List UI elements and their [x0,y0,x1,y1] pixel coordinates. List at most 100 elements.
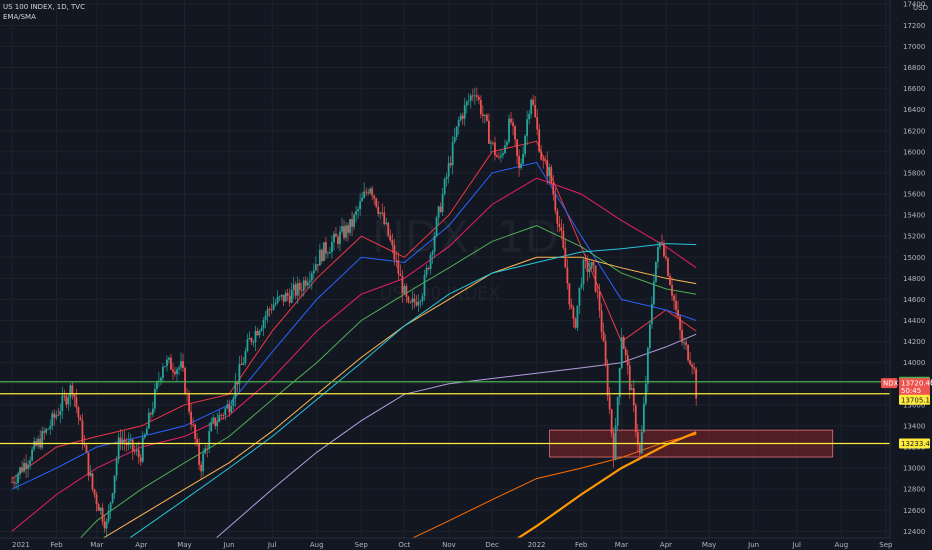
candle-down [268,309,271,310]
candle-down [606,364,609,396]
candle-up [630,388,633,391]
indicator-label[interactable]: EMA/SMA [3,13,36,21]
candle-up [69,385,72,398]
candle-up [443,179,446,194]
candle-up [284,293,287,302]
candle-down [87,452,90,476]
candle-up [218,414,221,422]
candle-down [397,260,400,274]
candle-down [552,183,555,195]
candle-down [510,118,512,123]
candle-down [574,319,577,328]
candle-down [95,494,98,505]
candle-up [105,521,108,529]
candle-down [75,397,78,408]
candle-up [447,163,450,177]
candle-up [590,261,593,270]
candle-up [421,296,424,302]
candle-up [246,339,249,352]
candle-down [685,342,687,346]
candle-up [296,283,299,296]
candle-down [387,222,390,236]
candle-up [451,141,454,166]
candle-up [33,441,36,450]
candle-up [166,359,168,367]
candle-up [329,252,331,254]
candle-up [226,404,229,409]
candle-down [91,473,94,490]
candle-down [663,243,665,257]
candle-up [99,507,102,511]
candle-up [204,448,207,454]
candle-down [294,284,297,296]
candle-down [393,245,396,260]
candle-up [41,431,44,448]
price-axis-panel [890,0,932,550]
candle-up [55,414,58,418]
candle-down [498,156,500,158]
candle-up [467,100,470,102]
candle-down [538,129,541,152]
watermark-name: US 100 INDEX [380,284,500,304]
candle-down [25,463,27,469]
candle-down [149,413,152,415]
price-tick-label: 14200 [903,338,925,346]
candle-down [137,450,140,458]
price-tick-label: 15600 [903,191,925,199]
candle-down [184,368,186,394]
candle-up [37,438,40,446]
candle-up [113,475,116,494]
price-tick-label: 15800 [903,169,925,177]
candle-up [683,342,685,344]
candle-down [391,240,394,246]
candle-down [131,439,134,452]
candle-up [143,434,146,438]
candle-up [254,330,257,343]
candle-up [578,287,581,306]
last-price-tag: 13720.46 [901,380,932,388]
candle-up [659,242,661,248]
candle-up [115,459,118,476]
price-tick-label: 14800 [903,275,925,283]
lower-level-tag: 13233.49 [901,440,932,448]
candle-down [172,369,174,372]
candle-up [345,225,347,238]
candle-down [512,122,514,127]
candle-down [73,394,76,398]
candle-up [306,282,309,286]
candle-up [469,95,472,101]
candle-down [695,368,698,399]
price-tick-label: 17000 [903,43,925,51]
candle-up [15,483,17,484]
candle-down [572,307,575,320]
candle-up [176,369,178,375]
candle-up [276,296,279,303]
candle-up [353,214,355,227]
candle-down [192,424,194,426]
candle-down [409,301,412,303]
candle-down [427,267,430,270]
candle-down [516,139,518,156]
candle-down [139,457,142,462]
candle-up [302,280,305,291]
time-tick-label: Aug [834,541,848,549]
candle-up [522,153,525,164]
candle-down [222,414,225,416]
time-tick-label: Mar [615,541,628,549]
price-tick-label: 15000 [903,254,925,262]
candle-down [97,504,100,511]
candle-down [461,115,464,119]
symbol-title[interactable]: US 100 INDEX, 1D, TVC [3,3,85,11]
candle-down [103,521,106,529]
candle-up [141,437,144,462]
candle-down [377,206,380,214]
candle-down [624,348,627,356]
candle-down [371,188,374,196]
candle-down [240,363,243,365]
candle-up [618,368,621,398]
candle-up [548,167,551,177]
candle-down [594,265,597,292]
candle-up [473,95,476,97]
candle-up [490,142,492,144]
